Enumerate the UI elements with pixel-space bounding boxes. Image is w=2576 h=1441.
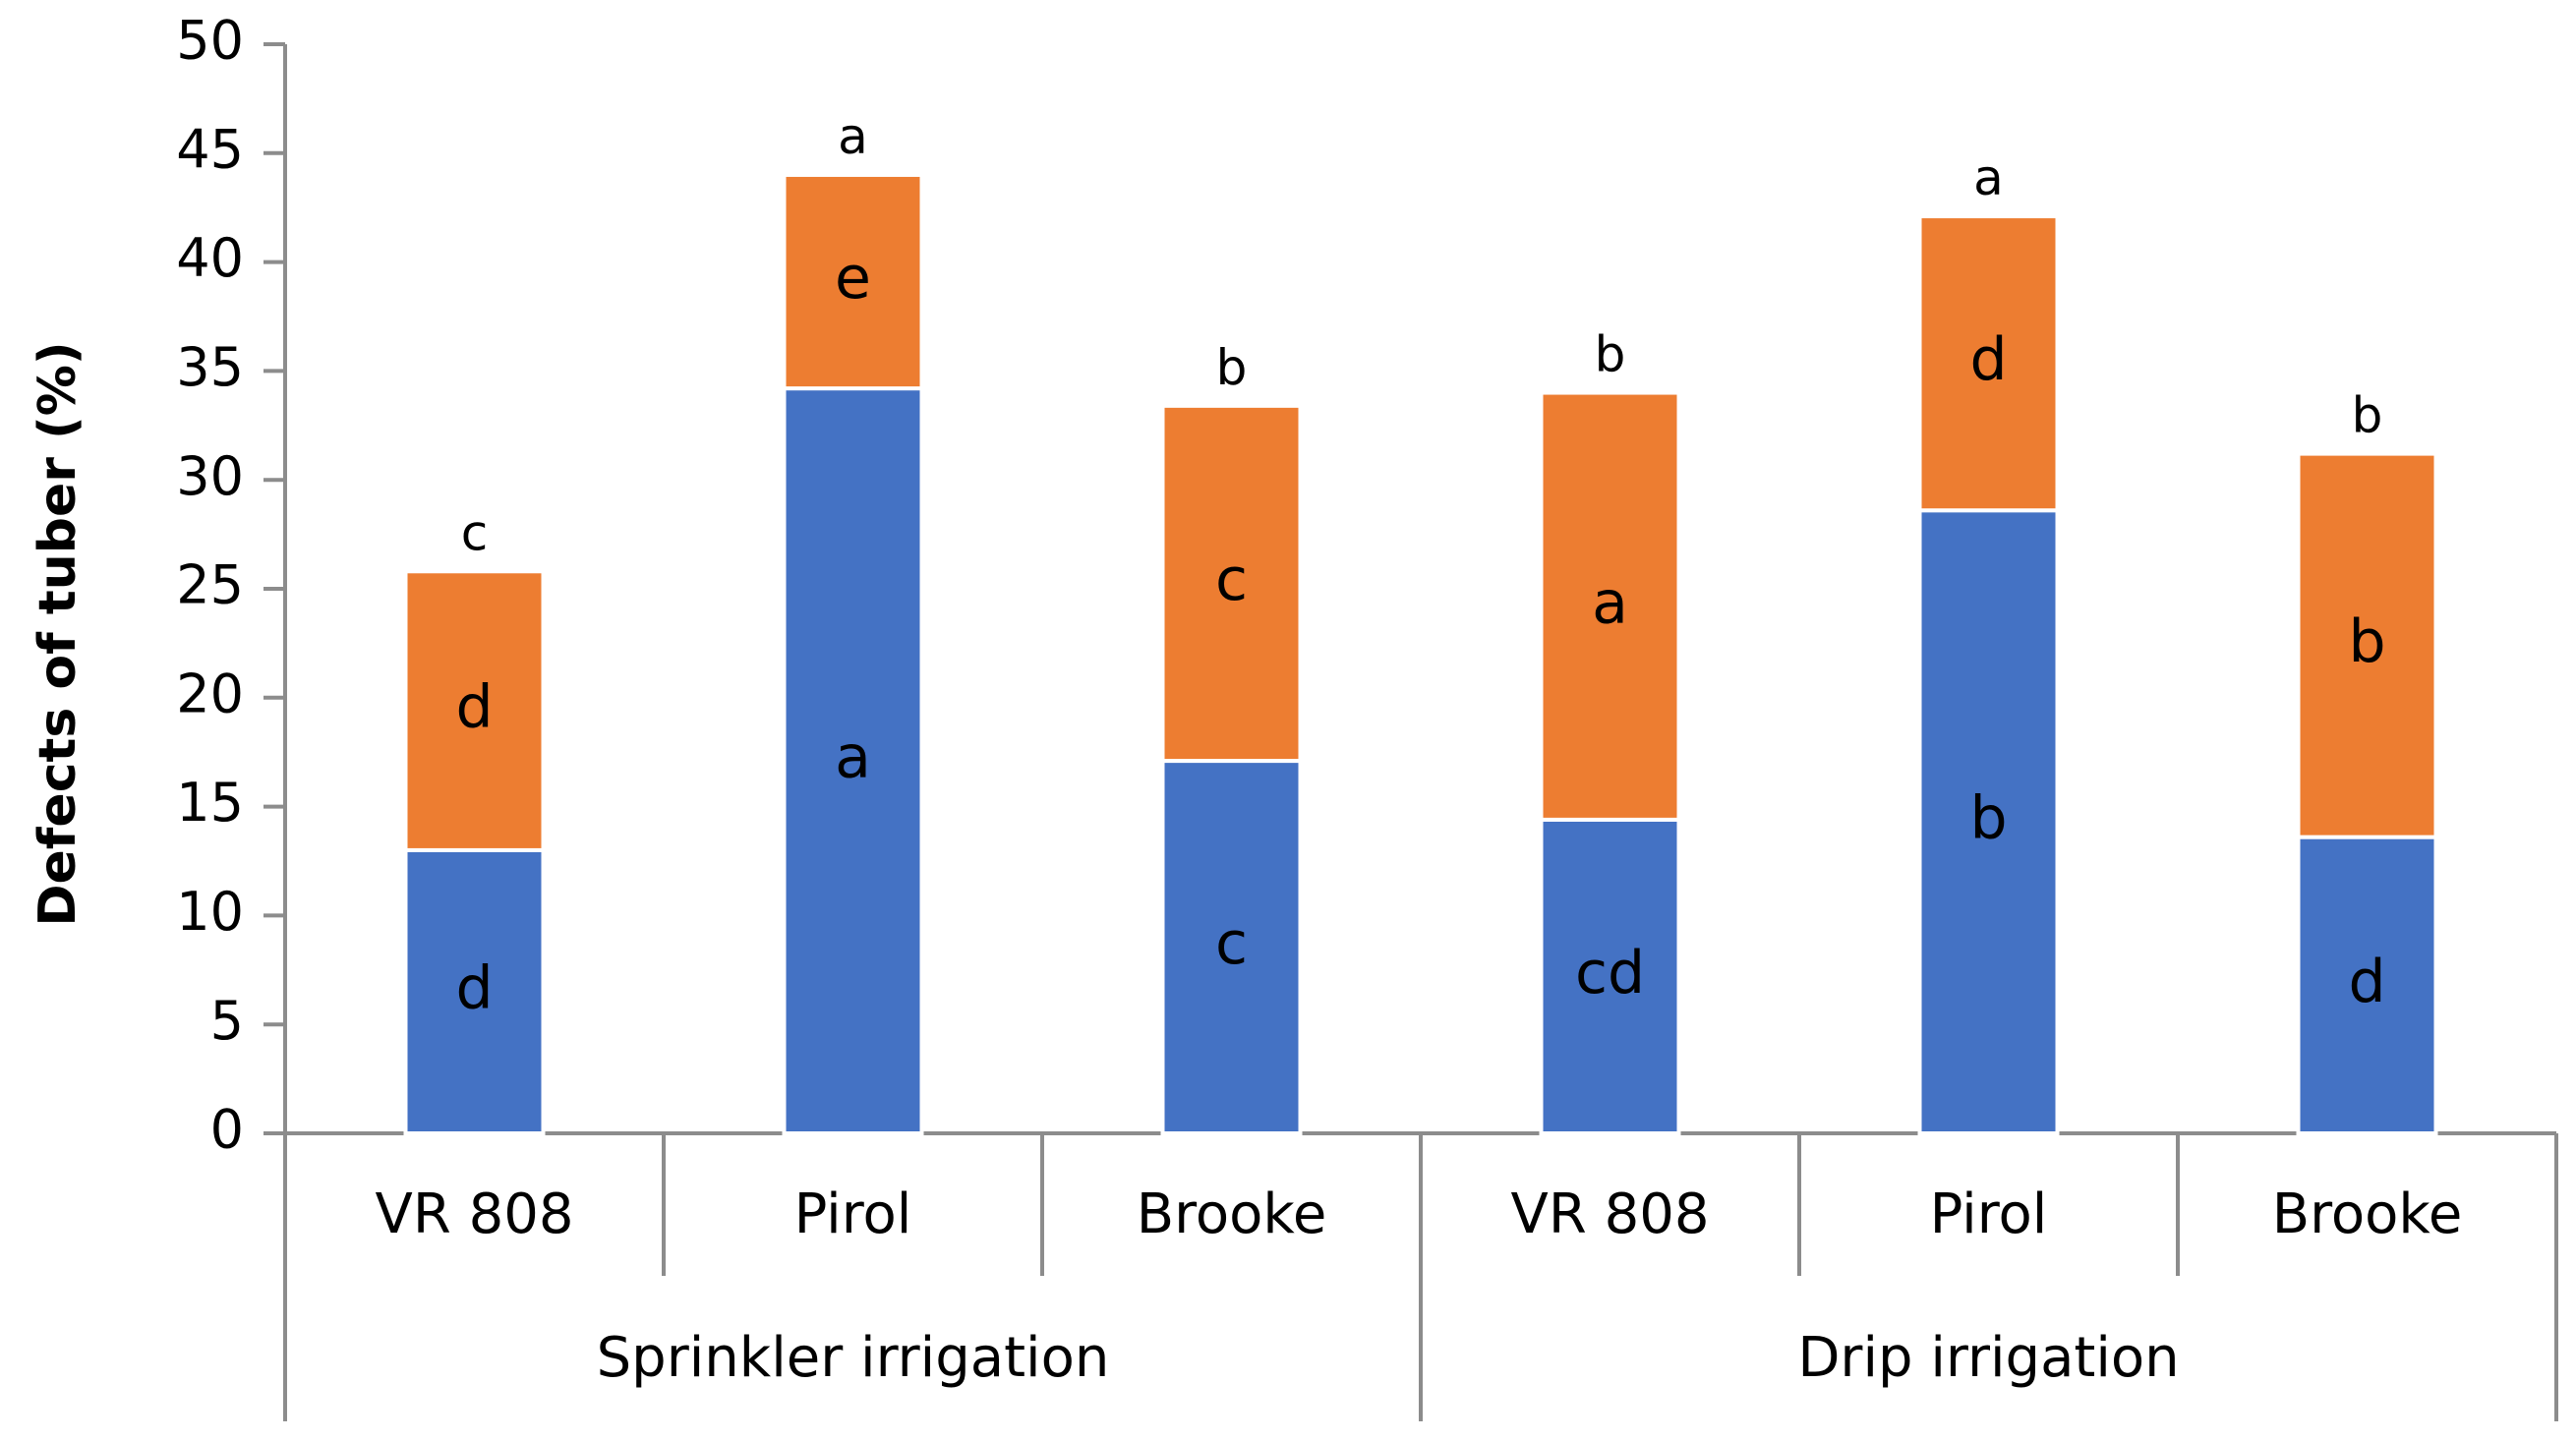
y-tick-label: 35 bbox=[176, 336, 244, 398]
bar-segment-lower bbox=[1539, 817, 1681, 1135]
bar-segment-lower-label: a bbox=[835, 723, 871, 792]
bar-segment-upper bbox=[782, 172, 924, 391]
bar-segment-upper bbox=[2296, 451, 2438, 839]
y-tick-label: 15 bbox=[176, 772, 244, 834]
bar-total-label: b bbox=[1595, 326, 1626, 383]
bar-segment-lower bbox=[403, 847, 546, 1135]
y-axis-label: Defects of tuber (%) bbox=[29, 341, 88, 926]
bar-segment-upper-label: b bbox=[2348, 607, 2385, 676]
x-category-label: Brooke bbox=[1137, 1182, 1327, 1246]
bar-total-label: a bbox=[838, 108, 868, 165]
bar-segment-upper bbox=[1160, 403, 1303, 764]
bar-total-label: b bbox=[2352, 387, 2383, 444]
bar-segment-lower-label: d bbox=[2348, 948, 2385, 1016]
bar-segment-lower-label: b bbox=[1969, 784, 2007, 853]
x-group-label: Drip irrigation bbox=[1797, 1326, 2179, 1390]
bar-segment-lower-label: cd bbox=[1575, 939, 1645, 1008]
bar-segment-lower bbox=[1160, 759, 1303, 1136]
bar-segment-upper-label: d bbox=[455, 673, 493, 742]
bar-segment-lower-label: c bbox=[1215, 909, 1248, 978]
x-axis: VR 808 Pirol Brooke VR 808 Pirol Brooke Sprink… bbox=[283, 1131, 2558, 1421]
x-category-label: VR 808 bbox=[376, 1182, 574, 1246]
bar-segment-upper-label: c bbox=[1215, 546, 1248, 614]
bar-total-label: a bbox=[1973, 149, 2004, 206]
bars: d d c a e a c c b cd a b b d a d b b bbox=[403, 108, 2438, 1136]
bar-segment-upper-label: d bbox=[1969, 325, 2007, 394]
x-group-label: Sprinkler irrigation bbox=[597, 1326, 1110, 1390]
bar-segment-lower-label: d bbox=[455, 954, 493, 1023]
bar-segment-upper-label: a bbox=[1592, 568, 1628, 637]
y-tick-label: 25 bbox=[176, 554, 244, 616]
bar-segment-lower bbox=[782, 386, 924, 1135]
y-tick-label: 0 bbox=[210, 1099, 244, 1161]
bar-total-label: b bbox=[1216, 339, 1248, 396]
x-category-label: VR 808 bbox=[1511, 1182, 1710, 1246]
bar-segment-upper bbox=[403, 569, 546, 852]
y-tick-label: 5 bbox=[210, 990, 244, 1052]
bar-segment-lower bbox=[1917, 508, 2060, 1135]
y-tick-label: 10 bbox=[176, 881, 244, 943]
bar-total-label: c bbox=[461, 504, 489, 561]
y-tick-label: 40 bbox=[176, 227, 244, 289]
bar-segment-upper bbox=[1917, 214, 2060, 513]
y-tick-label: 30 bbox=[176, 445, 244, 507]
x-category-label: Pirol bbox=[794, 1182, 912, 1246]
x-category-label: Brooke bbox=[2272, 1182, 2463, 1246]
y-tick-label: 45 bbox=[176, 118, 244, 180]
bar-segment-upper-label: e bbox=[835, 244, 871, 313]
x-category-label: Pirol bbox=[1930, 1182, 2048, 1246]
y-tick-label: 50 bbox=[176, 10, 244, 72]
y-axis: 0 5 10 15 20 25 30 35 40 45 50 bbox=[176, 10, 287, 1161]
bar-segment-upper bbox=[1539, 390, 1681, 822]
y-tick-label: 20 bbox=[176, 663, 244, 724]
bar-segment-lower bbox=[2296, 835, 2438, 1136]
